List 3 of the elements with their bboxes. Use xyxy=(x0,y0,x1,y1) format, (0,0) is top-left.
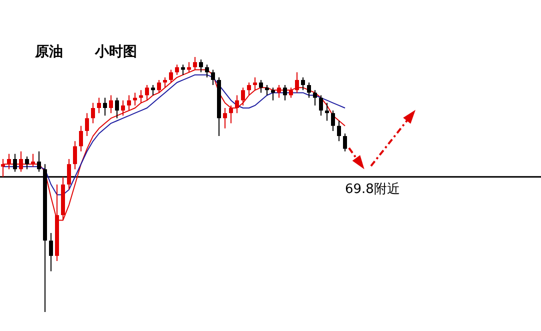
chart-title: 原油 xyxy=(34,44,63,60)
ref-line-label: 69.8附近 xyxy=(345,182,400,197)
chart-subtitle: 小时图 xyxy=(94,44,137,60)
